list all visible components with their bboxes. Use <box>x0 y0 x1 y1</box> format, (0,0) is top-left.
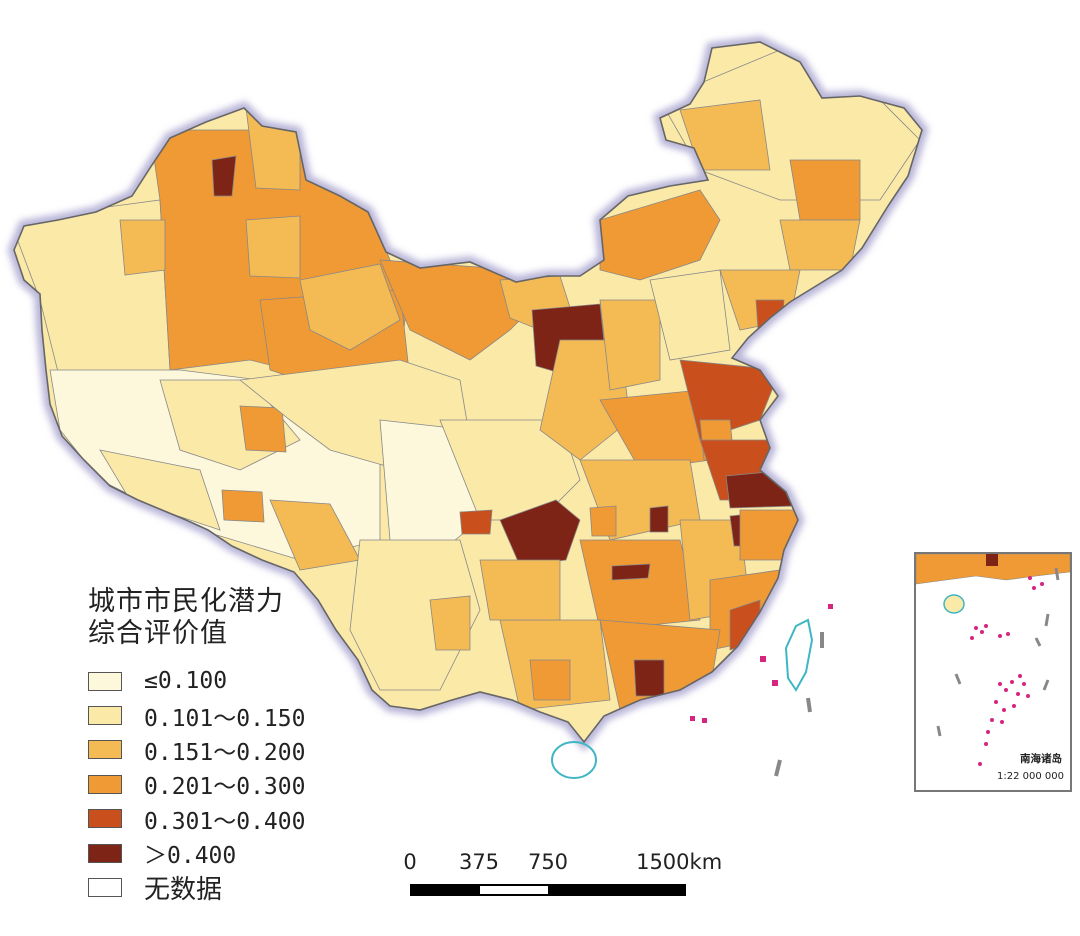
legend-swatch <box>88 671 122 691</box>
legend-row: 0.301～0.400 <box>88 802 388 836</box>
region-hunan <box>579 539 701 631</box>
legend-label: 0.201～0.300 <box>144 774 306 801</box>
legend-swatch <box>88 740 122 760</box>
legend-title-line1: 城市市民化潜力 <box>88 586 284 617</box>
region-shanxi <box>599 299 661 391</box>
hainan-coast <box>551 741 597 779</box>
legend-swatch <box>88 878 122 898</box>
inset-label: 南海诸岛 <box>1020 753 1062 765</box>
inset-mainland-dark <box>986 554 998 566</box>
legend-swatch <box>88 843 122 863</box>
legend-row: 0.151～0.200 <box>88 733 388 767</box>
legend: 城市市民化潜力 综合评价值 ≤0.100 0.101～0.150 0.151～0.2… <box>88 586 388 905</box>
region-guangxi-orange <box>529 659 571 701</box>
scale-tick-750: 750 <box>527 850 569 874</box>
legend-row: ≤0.100 <box>88 664 388 698</box>
inset-boundary-marks <box>936 567 1060 737</box>
region-heilongjiang-orange <box>789 159 861 221</box>
legend-swatch <box>88 774 122 794</box>
scale-seg-3 <box>548 886 684 894</box>
region-inner-mongolia-east <box>599 189 721 281</box>
region-wuhan-dark <box>649 505 669 533</box>
region-guangzhou-dark <box>633 659 665 697</box>
region-xinjiang-mid-light <box>245 215 301 279</box>
legend-row: 0.101～0.150 <box>88 698 388 732</box>
legend-swatch <box>88 809 122 829</box>
region-xinjiang-dark <box>211 155 237 197</box>
legend-row: ＞0.400 <box>88 836 388 870</box>
legend-label: ≤0.100 <box>144 668 228 695</box>
region-hubei-orange <box>589 505 617 537</box>
region-chongqing-dark <box>499 499 581 567</box>
region-sichuan-orange <box>459 509 493 535</box>
legend-row: 无数据 <box>88 870 388 906</box>
region-hebei <box>649 269 731 361</box>
inset-mainland <box>916 554 1070 585</box>
inset-islands <box>970 576 1044 766</box>
region-tibet-orange-c <box>221 489 265 523</box>
maritime-boundary-marks <box>774 632 824 777</box>
scale-bar: 0 375 750 1500km <box>403 850 722 900</box>
scale-tick-0: 0 <box>403 850 417 874</box>
scale-bar-graphic <box>410 884 686 896</box>
region-yunnan-orange <box>429 595 471 651</box>
legend-label: 0.101～0.150 <box>144 705 306 732</box>
region-xinjiang-orange-ne <box>119 219 166 276</box>
national-outline <box>13 41 923 744</box>
south-china-sea-inset: 南海诸岛 1:22 000 000 <box>914 552 1072 792</box>
legend-label: 0.301～0.400 <box>144 808 306 835</box>
region-hunan-dark <box>611 563 651 581</box>
legend-swatch <box>88 706 122 726</box>
taiwan <box>784 618 814 692</box>
region-guizhou <box>479 559 561 621</box>
inset-hainan <box>943 594 965 614</box>
region-tibet-orange-a <box>239 405 287 453</box>
legend-title-line2: 综合评价值 <box>88 618 228 649</box>
scale-tick-1500km: 1500km <box>636 850 723 874</box>
legend-title: 城市市民化潜力 综合评价值 <box>88 586 388 650</box>
east-sea-islands <box>690 604 833 723</box>
inset-scale: 1:22 000 000 <box>997 771 1064 782</box>
legend-label: ＞0.400 <box>144 843 237 870</box>
region-tibet-south <box>99 449 221 531</box>
legend-label: 无数据 <box>144 875 223 906</box>
legend-row: 0.201～0.300 <box>88 767 388 801</box>
scale-seg-2 <box>480 886 548 894</box>
region-yunnan <box>349 539 481 691</box>
legend-rows: ≤0.100 0.101～0.150 0.151～0.200 0.201～0.300 0… <box>88 664 388 905</box>
region-sichuan <box>439 419 581 521</box>
region-qinghai-east <box>299 263 401 351</box>
inset-map <box>916 554 1070 766</box>
scale-seg-1 <box>412 886 480 894</box>
legend-label: 0.151～0.200 <box>144 739 306 766</box>
scale-tick-375: 375 <box>458 850 500 874</box>
